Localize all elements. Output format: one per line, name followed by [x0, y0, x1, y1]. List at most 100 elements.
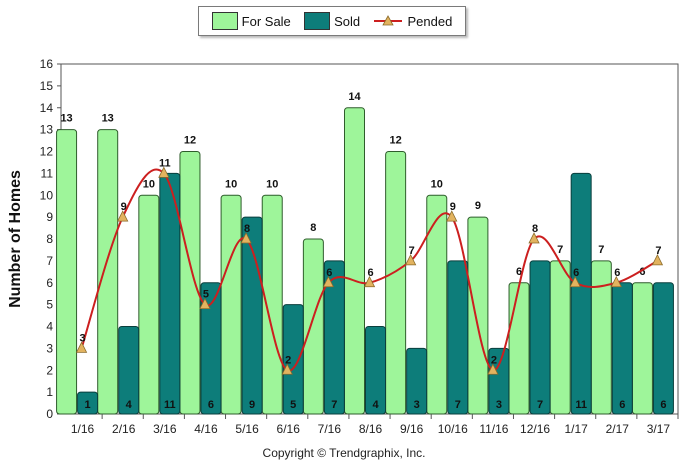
y-tick-label: 8	[46, 232, 53, 246]
x-tick-label: 11/16	[479, 422, 508, 436]
data-label-pended: 6	[573, 267, 579, 279]
x-tick-label: 5/16	[235, 422, 259, 436]
data-label-sold: 11	[575, 399, 587, 411]
data-label-pended: 9	[121, 201, 127, 213]
data-label-for-sale: 14	[348, 91, 361, 103]
marker-pended	[75, 341, 88, 353]
legend-swatch-for-sale	[211, 12, 238, 30]
data-label-sold: 1	[85, 399, 91, 411]
data-label-pended: 6	[367, 267, 373, 279]
x-tick-label: 1/17	[564, 422, 588, 436]
bar-sold	[241, 216, 263, 415]
data-label-sold: 7	[331, 399, 337, 411]
bar-sold	[159, 172, 181, 415]
legend-swatch-sold	[304, 12, 331, 30]
data-label-for-sale: 6	[639, 266, 645, 278]
data-label-for-sale: 10	[431, 178, 443, 190]
data-label-sold: 7	[537, 399, 543, 411]
y-tick-label: 9	[46, 210, 53, 224]
data-label-sold: 5	[290, 399, 296, 411]
data-label-for-sale: 10	[143, 178, 155, 190]
y-tick-label: 5	[46, 298, 53, 312]
data-label-pended: 9	[450, 201, 456, 213]
marker-pended	[158, 166, 170, 178]
bar-sold	[488, 347, 510, 415]
y-tick-label: 1	[46, 385, 53, 399]
x-tick-label: 7/16	[318, 422, 342, 436]
copyright-text: Copyright © Trendgraphix, Inc.	[262, 446, 426, 460]
data-label-sold: 6	[619, 399, 625, 411]
bar-sold	[282, 304, 304, 415]
data-label-for-sale: 10	[266, 178, 278, 190]
bar-sold	[447, 260, 469, 415]
legend-item-sold: Sold	[304, 12, 360, 30]
y-tick-label: 6	[46, 276, 53, 290]
x-tick-label: 2/16	[112, 422, 136, 436]
y-tick-label: 11	[41, 166, 54, 180]
bar-sold	[406, 347, 428, 415]
legend-item-pended: Pended	[373, 14, 452, 29]
bar-for-sale	[344, 107, 365, 415]
data-label-for-sale: 6	[516, 266, 522, 278]
marker-pended	[117, 210, 129, 222]
data-label-pended: 7	[655, 245, 661, 257]
marker-pended	[446, 210, 458, 222]
data-label-pended: 8	[244, 223, 250, 235]
data-label-pended: 8	[532, 223, 538, 235]
x-tick-label: 3/17	[647, 422, 671, 436]
bar-for-sale	[385, 151, 407, 415]
legend-label-sold: Sold	[334, 13, 361, 29]
data-label-for-sale: 9	[475, 200, 481, 212]
data-label-for-sale: 7	[557, 244, 563, 256]
marker-pended	[363, 275, 376, 288]
x-tick-label: 12/16	[520, 422, 550, 436]
marker-pended	[487, 363, 499, 375]
bar-sold	[652, 282, 674, 415]
marker-pended	[199, 297, 211, 310]
bar-sold	[611, 282, 633, 415]
data-label-for-sale: 12	[390, 135, 402, 147]
marker-pended	[569, 275, 581, 288]
y-axis-label: Number of Homes	[7, 170, 24, 308]
marker-pended	[610, 275, 622, 288]
data-label-sold: 9	[249, 399, 255, 411]
y-tick-label: 4	[46, 320, 53, 334]
data-label-for-sale: 13	[102, 113, 114, 125]
bar-sold	[529, 260, 551, 415]
x-tick-label: 10/16	[438, 422, 468, 436]
legend-line-pended-icon	[374, 15, 403, 26]
legend-item-for-sale: For Sale	[211, 12, 291, 30]
data-label-for-sale: 10	[225, 178, 237, 190]
y-tick-label: 3	[46, 341, 53, 355]
y-tick-label: 15	[40, 79, 54, 93]
data-label-sold: 11	[164, 399, 176, 411]
bar-for-sale	[508, 282, 530, 415]
data-label-pended: 7	[409, 245, 415, 257]
marker-pended	[651, 253, 664, 266]
marker-pended	[528, 232, 540, 244]
data-label-for-sale: 13	[60, 113, 72, 125]
bar-for-sale	[631, 282, 653, 415]
bar-sold	[365, 326, 386, 415]
bar-sold	[77, 391, 99, 415]
y-tick-label: 0	[46, 407, 53, 421]
x-tick-label: 2/17	[606, 422, 630, 436]
data-label-sold: 6	[660, 399, 666, 411]
bar-for-sale	[56, 129, 78, 415]
bar-for-sale	[97, 129, 119, 415]
data-label-sold: 6	[208, 399, 214, 411]
legend-label-for-sale: For Sale	[241, 13, 291, 29]
data-label-sold: 4	[372, 399, 379, 411]
bar-for-sale	[220, 194, 242, 415]
bar-sold	[118, 326, 140, 415]
bar-for-sale	[261, 194, 283, 415]
bar-sold	[323, 260, 345, 415]
data-label-sold: 3	[496, 399, 502, 411]
bar-for-sale	[179, 151, 201, 415]
bar-sold	[200, 282, 222, 415]
y-tick-label: 14	[40, 101, 54, 115]
chart-legend: For Sale Sold Pended	[198, 6, 466, 36]
marker-pended	[281, 363, 293, 375]
y-tick-label: 12	[40, 145, 54, 159]
bar-for-sale	[426, 194, 448, 415]
